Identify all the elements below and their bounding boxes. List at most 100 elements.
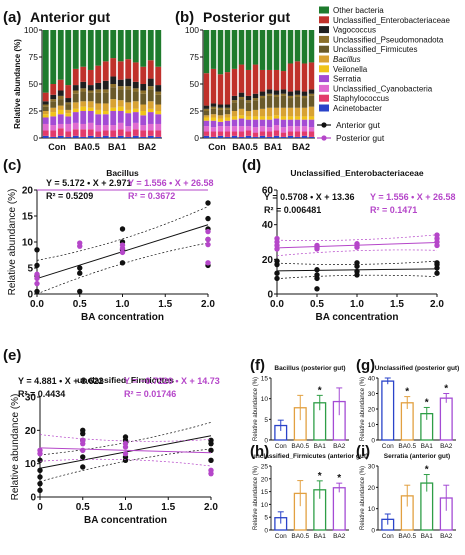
bar-segment	[294, 107, 301, 117]
data-point	[434, 260, 440, 266]
confidence-band	[276, 234, 438, 241]
legend-label: Unclassified_Enterobacteriaceae	[333, 16, 451, 25]
y-axis-label: Relative abundance (%)	[360, 466, 366, 530]
x-tick-label: Con	[382, 443, 394, 450]
bar-segment	[294, 61, 301, 91]
bar-segment	[259, 119, 266, 127]
data-point	[208, 437, 214, 444]
bar-chart-g: Unclassified (posterior gut) 0 10 20 30 40Rel…	[360, 365, 459, 450]
bar-segment	[301, 30, 308, 64]
data-point	[80, 437, 86, 444]
bar-segment	[273, 135, 280, 138]
bar-segment	[95, 131, 102, 137]
bar-segment	[72, 122, 79, 130]
data-point	[37, 447, 43, 454]
bar-segment	[252, 116, 259, 120]
bar-segment	[224, 109, 231, 115]
bar-segment	[231, 102, 238, 111]
bar-segment	[42, 114, 49, 118]
bar-segment	[273, 30, 280, 70]
data-point	[205, 236, 211, 243]
bar-segment	[42, 123, 49, 131]
panel-letter-g: (g)	[356, 357, 375, 374]
legend-marker	[321, 122, 327, 128]
x-tick-label: BA2	[440, 533, 453, 540]
bar-segment	[125, 126, 132, 132]
bar-segment	[95, 92, 102, 104]
bar-segment	[238, 92, 245, 97]
legend-label: Unclassified_Cyanobacteria	[333, 84, 433, 93]
y-tick-label: 0	[264, 528, 268, 535]
bar-segment	[50, 94, 57, 100]
stack-legend: Other bacteriaUnclassified_Enterobacteri…	[319, 6, 451, 113]
bar-segment	[238, 136, 245, 138]
bar-segment	[224, 136, 231, 138]
bar-segment	[147, 60, 154, 79]
bar-segment	[117, 61, 124, 80]
bar-segment	[217, 115, 224, 119]
y-tick-label: 25	[190, 106, 200, 116]
significance-mark: *	[405, 387, 409, 398]
bar-segment	[217, 126, 224, 132]
panel-letter-b: (b)	[175, 9, 194, 26]
bar-segment	[102, 92, 109, 104]
bar-segment	[301, 91, 308, 96]
data-point	[119, 226, 126, 232]
bar-segment	[117, 106, 124, 111]
bar-segment	[147, 112, 154, 124]
bar-segment	[308, 62, 315, 90]
y-tick-label: 0	[264, 438, 268, 445]
bar-segment	[72, 93, 79, 103]
bar-segment	[266, 136, 273, 138]
bar-segment	[245, 116, 252, 120]
bar-segment	[287, 95, 294, 99]
fit-r2: R² = 0.4434	[18, 389, 65, 399]
confidence-band	[36, 206, 209, 261]
bar-segment	[65, 98, 72, 103]
y-axis-label: Relative abundance (%)	[253, 377, 259, 441]
bar-segment	[87, 90, 94, 93]
fit-equation: Y = −0.7220 • X + 14.73	[124, 376, 220, 386]
bar-segment	[308, 89, 315, 94]
x-tick-label: BA2	[440, 443, 453, 450]
bar-segment	[50, 101, 57, 108]
x-tick-label: 1.5	[158, 299, 172, 310]
y-tick-label: 20	[368, 407, 376, 414]
bar-segment	[301, 126, 308, 132]
bar-segment	[259, 126, 266, 132]
bar-segment	[273, 94, 280, 97]
bar-segment	[155, 104, 162, 111]
bar-segment	[80, 106, 87, 111]
bar-segment	[80, 91, 87, 102]
bar-segment	[203, 111, 210, 116]
bar-segment	[287, 119, 294, 127]
bar-segment	[125, 89, 132, 103]
bar-segment	[210, 30, 217, 69]
x-tick-label: 1.5	[390, 299, 404, 310]
x-tick-label: Con	[382, 533, 394, 540]
bar-segment	[80, 101, 87, 107]
bar-segment	[301, 135, 308, 138]
x-tick-label: Con	[275, 443, 287, 450]
bar-segment	[102, 135, 109, 138]
bar-segment	[140, 90, 147, 94]
bar-segment	[259, 98, 266, 109]
bar-segment	[87, 85, 94, 91]
y-tick-label: 20	[261, 476, 269, 483]
bar-segment	[57, 99, 64, 106]
bar-segment	[294, 116, 301, 120]
bar-segment	[110, 58, 117, 77]
y-axis-label: Relative abundance (%)	[253, 466, 259, 530]
bar-segment	[273, 96, 280, 108]
bar-segment	[147, 86, 154, 90]
bar-segment	[65, 102, 72, 105]
bar-segment	[80, 136, 87, 138]
bar-segment	[266, 131, 273, 137]
bar-segment	[110, 107, 117, 111]
bar-segment	[231, 100, 238, 103]
x-tick-label: BA1	[314, 533, 327, 540]
bar-segment	[266, 69, 273, 90]
y-tick-label: 10	[368, 422, 376, 429]
data-point	[80, 464, 86, 470]
y-tick-label: 75	[29, 52, 39, 62]
